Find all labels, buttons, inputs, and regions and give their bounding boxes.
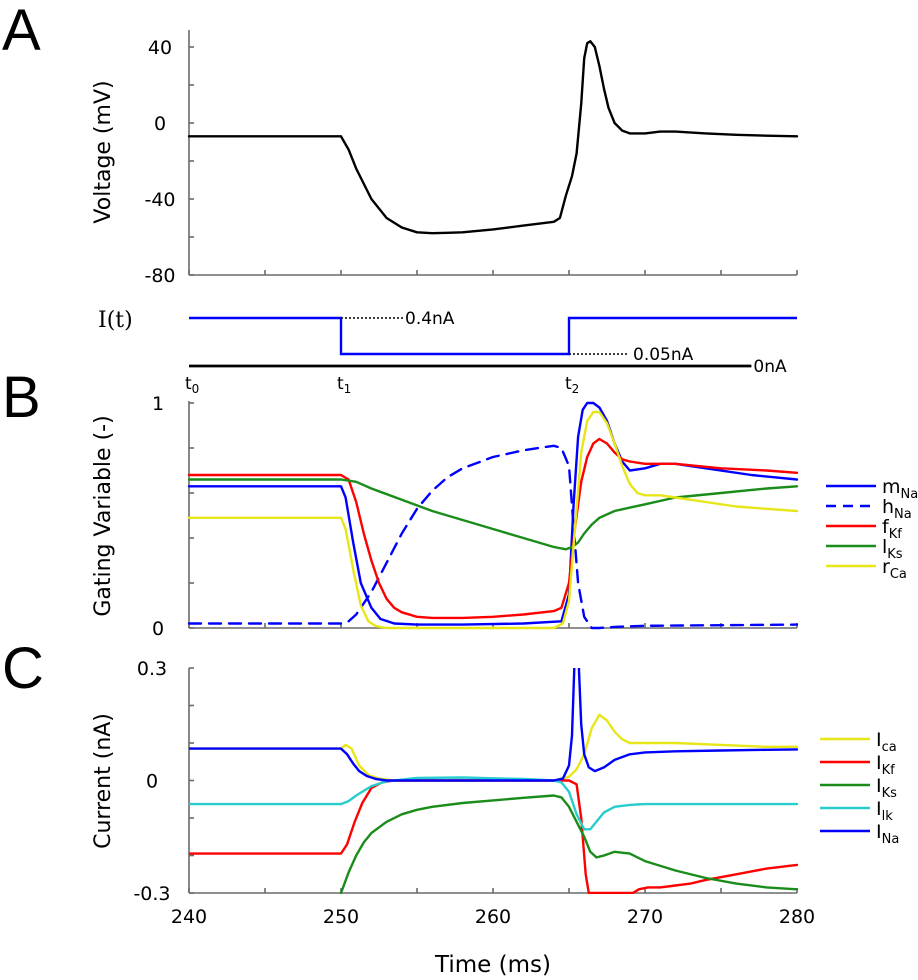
x-tick-label: 250 — [323, 906, 359, 928]
time-marker-t1: t1 — [337, 374, 351, 396]
current-axis-title: Current (nA) — [91, 713, 116, 849]
panel-b-tick-labels: 01 — [152, 393, 164, 640]
y-tick-label: 0.3 — [137, 658, 167, 680]
y-tick-label: -80 — [144, 265, 175, 287]
x-tick-label: 260 — [475, 906, 511, 928]
legend-label: lKs — [882, 536, 903, 562]
x-tick-label: 270 — [627, 906, 663, 928]
panel-letter-a: A — [2, 0, 41, 63]
gating-axis-title: Gating Variable (-) — [91, 415, 116, 616]
stimulus-panel: I(t) 0.4nA 0.05nA 0nA t0 t1 t2 — [98, 308, 797, 396]
time-marker-t2: t2 — [565, 374, 579, 396]
panel-c-tick-labels: -0.3 0 0.3 240 250 260 270 280 — [133, 658, 815, 928]
legend-label: IKs — [876, 775, 897, 801]
stimulus-label: I(t) — [98, 308, 133, 333]
panel-b-axes — [188, 401, 798, 629]
y-tick-label: 0 — [154, 113, 166, 135]
panel-letter-c: C — [2, 636, 44, 701]
time-markers: t0 t1 t2 — [185, 374, 579, 396]
panel-a-traces — [187, 40, 799, 235]
voltage-axis-title: Voltage (mV) — [91, 80, 116, 223]
y-tick-label: -40 — [144, 189, 175, 211]
legend-label: fKf — [882, 516, 902, 542]
panel-c-axes — [188, 667, 798, 894]
trace-iks — [339, 794, 799, 894]
legend-label: mNa — [882, 476, 918, 502]
panel-letter-b: B — [2, 365, 41, 430]
trace-ikf — [189, 779, 799, 894]
x-tick-label: 240 — [171, 906, 207, 928]
time-marker-t0: t0 — [185, 374, 199, 396]
trace-lks — [187, 478, 799, 551]
legend-label: Ica — [876, 729, 897, 755]
legend-label: Ilk — [876, 798, 893, 824]
stimulus-traces — [189, 316, 797, 368]
trace-ica — [189, 713, 799, 782]
panel-c-current: Current (nA) -0.3 0 0.3 240 250 260 270 280 Ica… — [91, 658, 899, 978]
trace-rca — [187, 410, 799, 630]
panel-c-traces — [189, 668, 799, 894]
trace-v — [187, 40, 799, 235]
legend-label: IKf — [876, 752, 895, 778]
y-tick-label: 0 — [152, 618, 164, 640]
y-tick-label: 0 — [146, 771, 158, 793]
y-tick-label: 1 — [152, 393, 164, 415]
x-tick-label: 280 — [779, 906, 815, 928]
panel-a-axes — [188, 30, 798, 276]
panel-b-traces — [187, 401, 799, 630]
legend-label: hNa — [882, 496, 912, 522]
legend-label: INa — [876, 821, 899, 847]
annotation-high-current: 0.4nA — [405, 309, 455, 329]
trace-hna — [187, 444, 799, 630]
stimulus-trace — [189, 316, 797, 356]
annotation-zero-current: 0nA — [753, 357, 787, 377]
time-axis-title: Time (ms) — [434, 952, 551, 978]
trace-mna — [187, 401, 799, 626]
trace-ilk — [189, 776, 799, 831]
stimulus-annotations: 0.4nA 0.05nA 0nA — [341, 309, 787, 377]
y-tick-label: -0.3 — [133, 883, 170, 905]
trace-ina — [189, 668, 799, 782]
legend-label: rCa — [882, 556, 907, 582]
panel-a-tick-labels: -80 -40 0 40 — [144, 37, 175, 287]
trace-fkf — [187, 437, 799, 620]
panel-a-voltage: Voltage (mV) -80 -40 0 40 — [91, 30, 799, 287]
annotation-low-current: 0.05nA — [633, 345, 694, 365]
y-tick-label: 40 — [148, 37, 172, 59]
